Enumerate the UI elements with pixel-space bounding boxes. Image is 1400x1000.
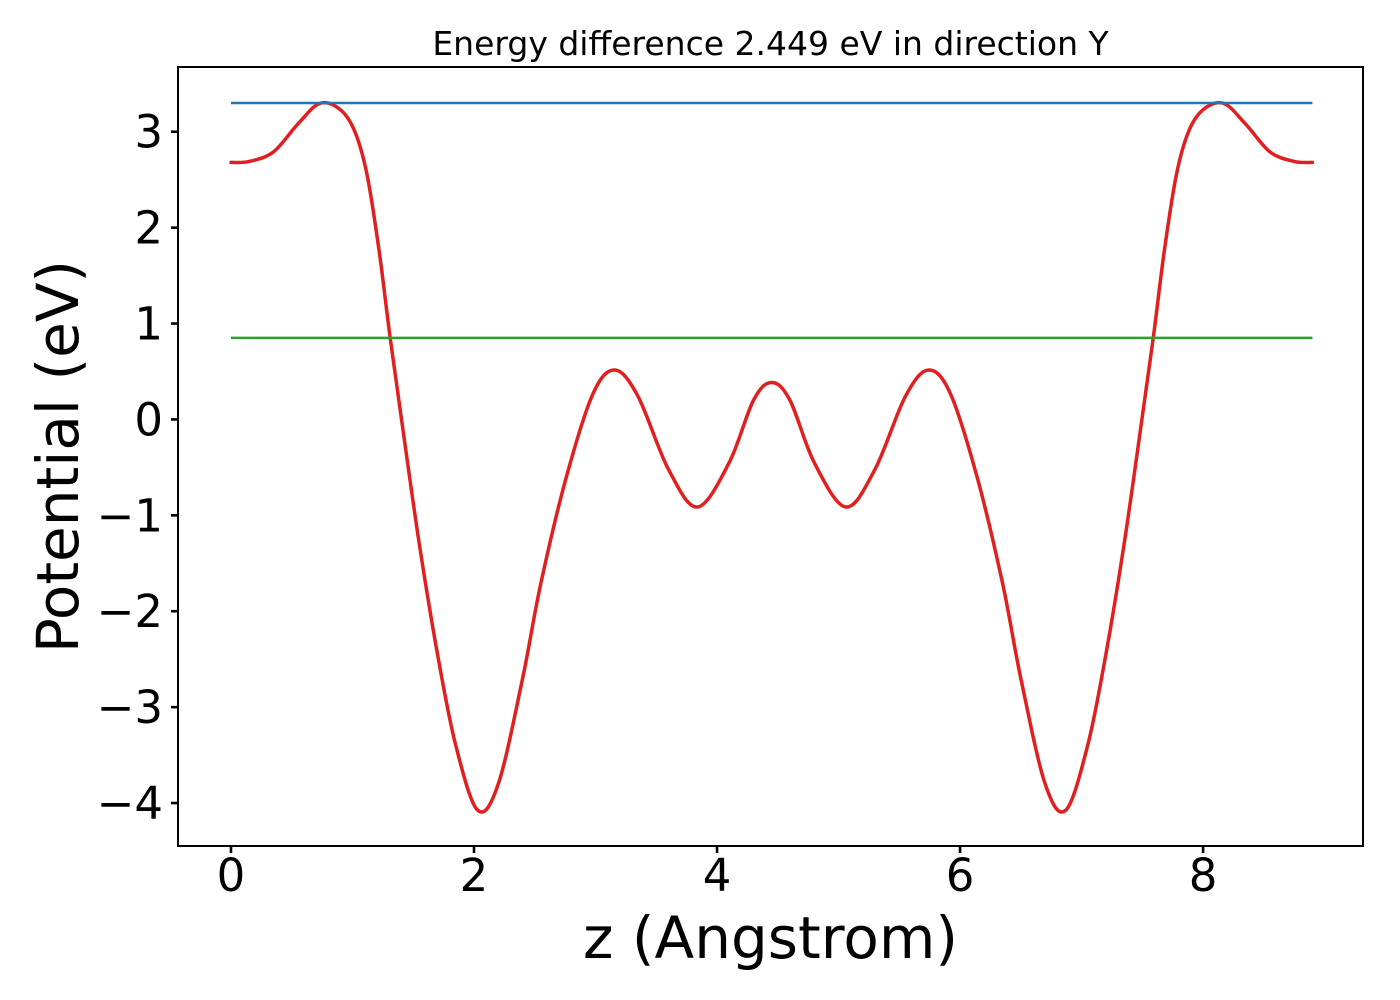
- x-tick-label: 6: [946, 849, 975, 902]
- y-tick-label: 3: [134, 106, 163, 159]
- y-tick-label: 0: [134, 393, 163, 446]
- x-tick-label: 8: [1189, 849, 1218, 902]
- x-tick-label: 2: [460, 849, 489, 902]
- y-axis-ticks: 3 2 1 0 −1 −2 −3 −4: [97, 106, 178, 830]
- y-tick-label: −3: [97, 681, 163, 734]
- x-tick-label: 0: [217, 849, 246, 902]
- series-lines: [229, 100, 1315, 814]
- chart-title: Energy difference 2.449 eV in direction …: [432, 24, 1109, 63]
- x-tick-label: 4: [703, 849, 732, 902]
- potential-curve: [229, 100, 1315, 814]
- y-tick-label: −2: [97, 585, 163, 638]
- y-tick-label: 1: [134, 298, 163, 351]
- y-tick-label: −1: [97, 489, 163, 542]
- x-axis-ticks: 0 2 4 6 8: [217, 846, 1218, 902]
- plot-border: [177, 66, 1364, 847]
- y-tick-label: −4: [97, 777, 163, 830]
- y-axis-label: Potential (eV): [24, 260, 92, 653]
- y-tick-label: 2: [134, 202, 163, 255]
- x-axis-label: z (Angstrom): [583, 904, 958, 972]
